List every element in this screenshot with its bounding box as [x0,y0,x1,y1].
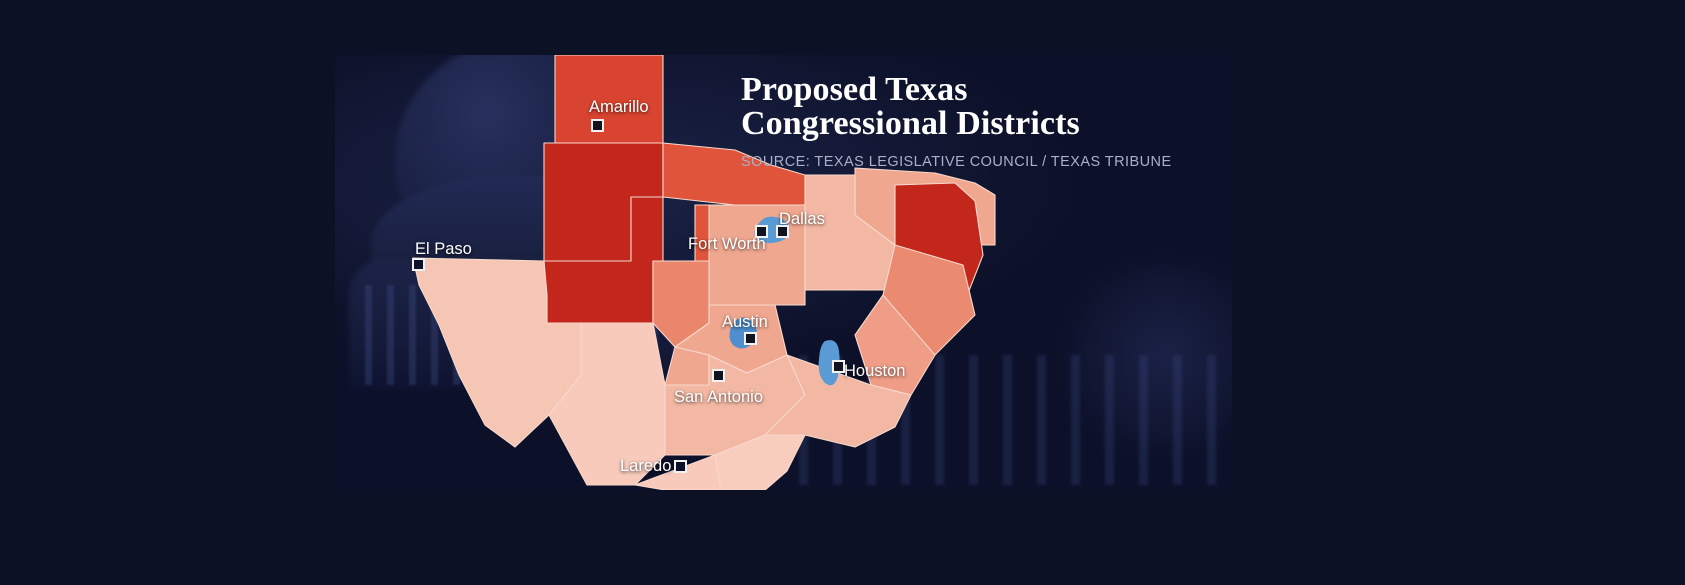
page-title-line2: Congressional Districts [741,105,1080,142]
city-label-el-paso: El Paso [415,240,472,258]
title-block: Proposed Texas Congressional Districts S… [741,71,1211,171]
city-marker-fort-worth [755,225,768,238]
map-graphic-panel: Amarillo El Paso Dallas Fort Worth Austi… [335,55,1232,490]
district-houston-blue [818,340,840,386]
district-south-texas [714,434,806,490]
district-san-antonio [664,346,710,386]
city-marker-amarillo [591,119,604,132]
city-label-amarillo: Amarillo [589,98,649,116]
city-marker-el-paso [412,258,425,271]
city-marker-houston [832,360,845,373]
source-credit: SOURCE: TEXAS LEGISLATIVE COUNCIL / TEXA… [741,154,1172,170]
texas-map [335,55,1232,490]
city-label-dallas: Dallas [779,210,825,228]
city-marker-laredo [674,460,687,473]
city-label-austin: Austin [722,313,768,331]
district-southwest [546,322,666,486]
city-label-laredo: Laredo [620,457,672,475]
backdrop-glow [1035,255,1232,455]
page-title-line1: Proposed Texas [741,71,968,108]
city-marker-austin [744,332,757,345]
city-label-fort-worth: Fort Worth [688,235,766,253]
city-label-san-antonio: San Antonio [674,388,763,406]
district-houston-coast [764,354,912,448]
city-label-houston: Houston [844,362,906,380]
city-marker-san-antonio [712,369,725,382]
city-marker-dallas [776,225,789,238]
texas-districts-svg [412,55,996,490]
